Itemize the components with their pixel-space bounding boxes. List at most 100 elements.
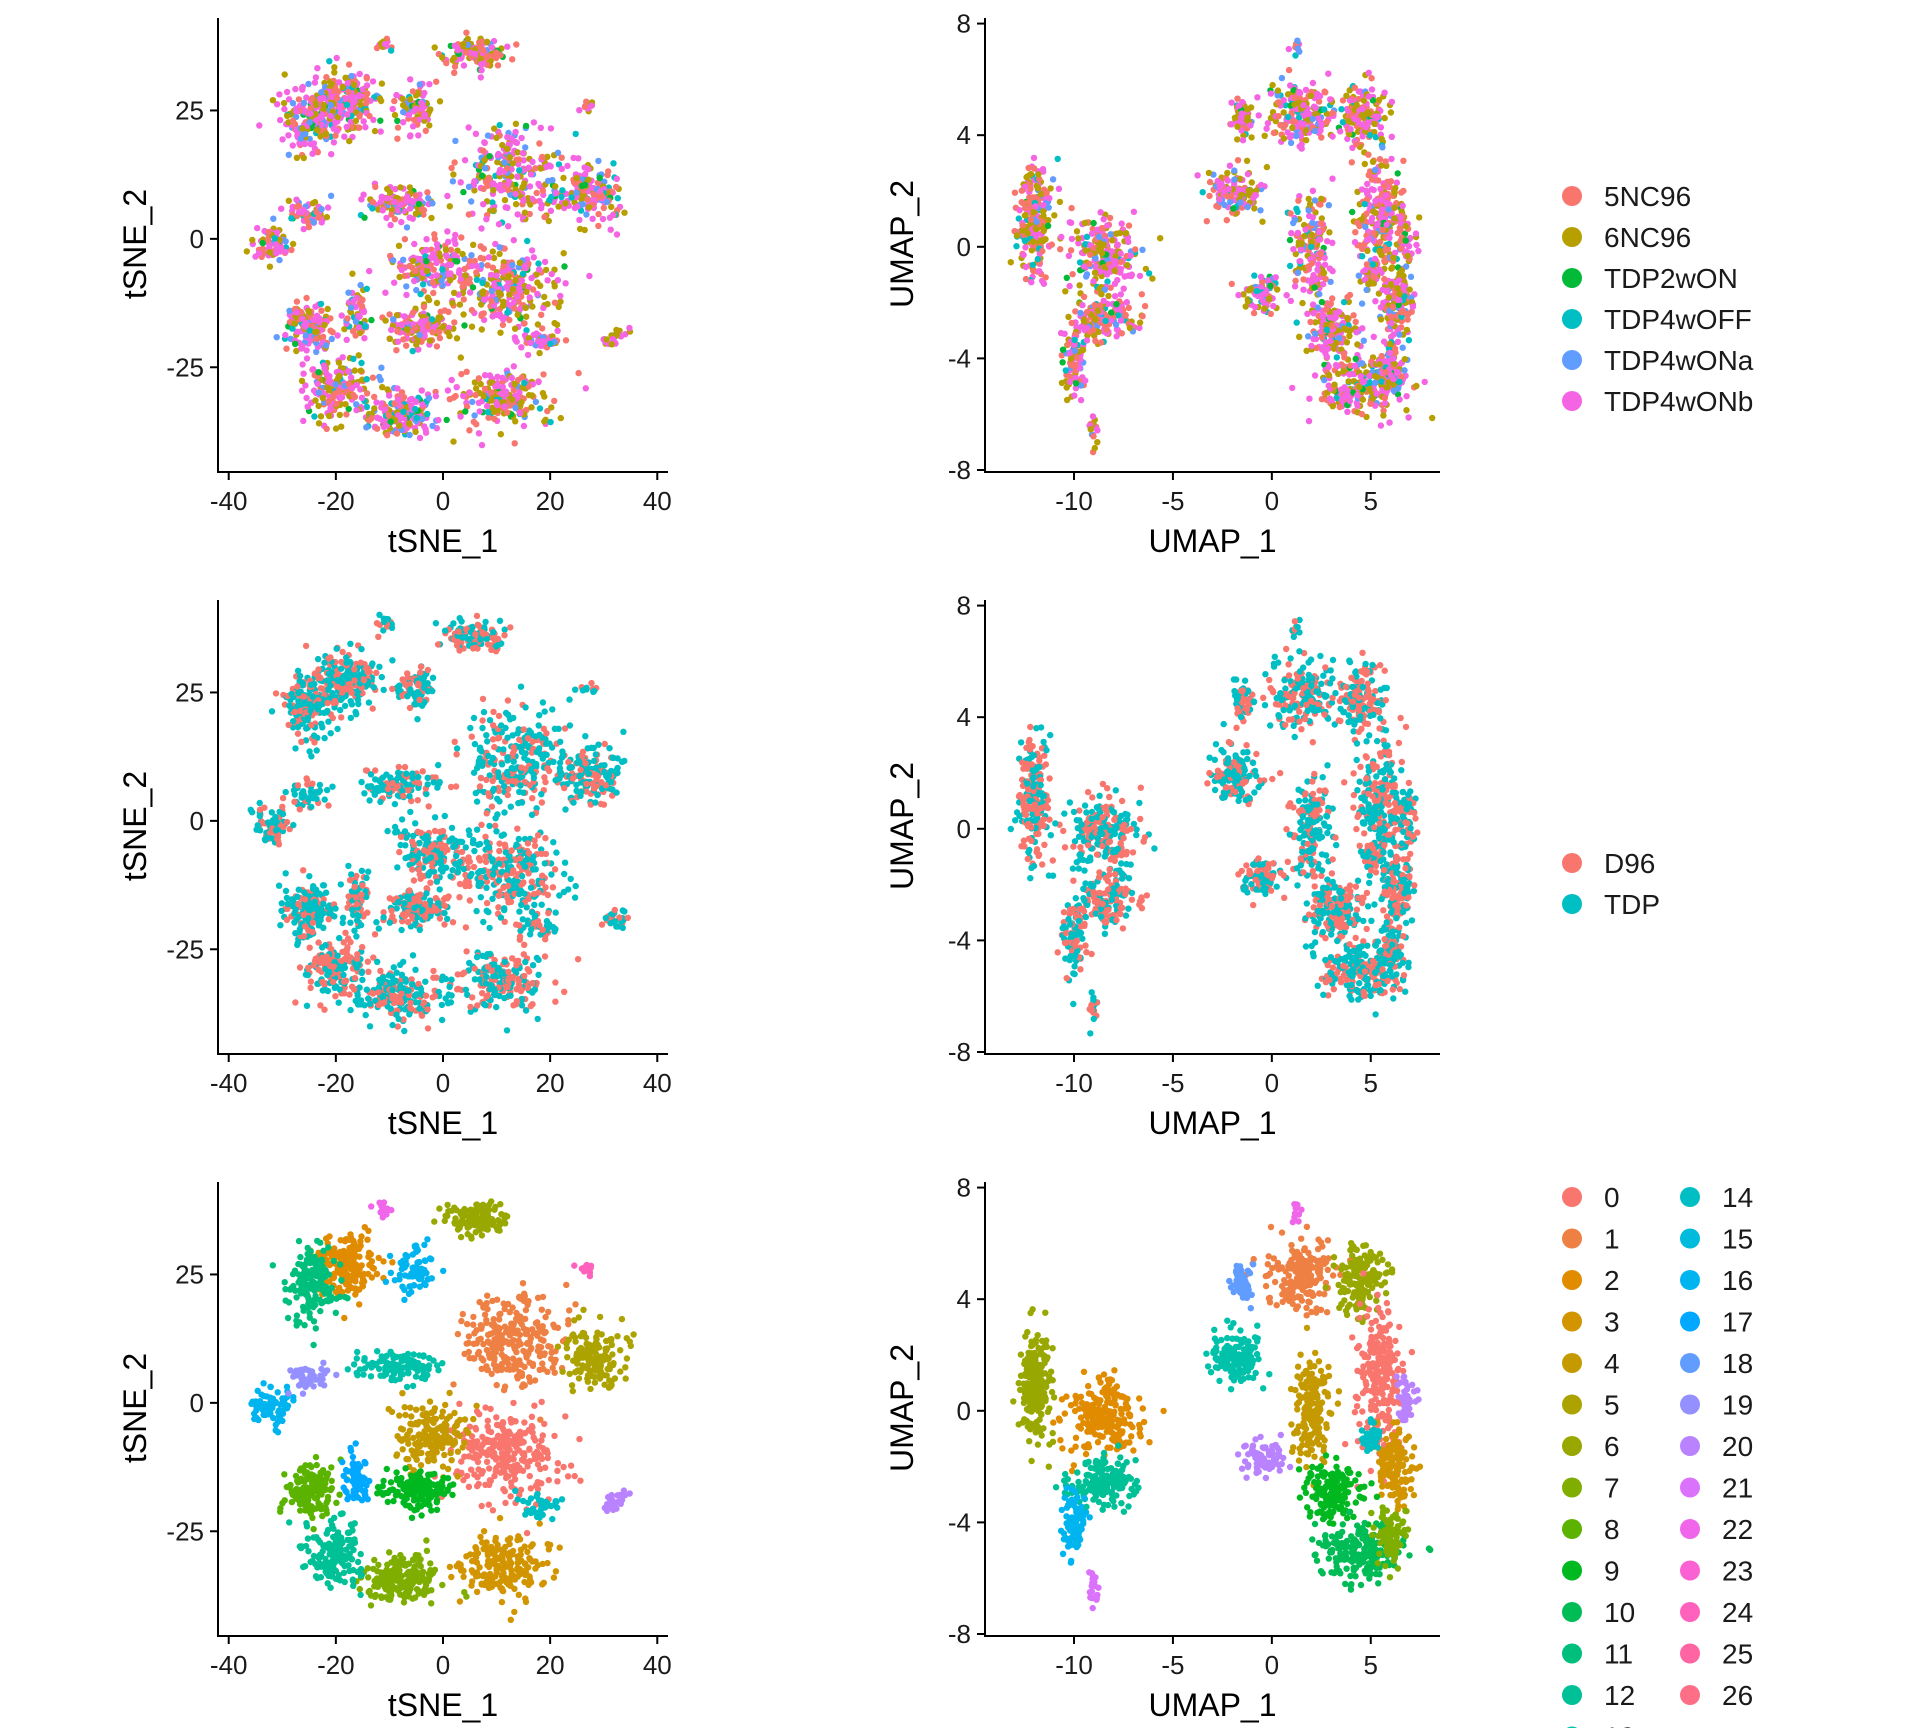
data-point	[1286, 236, 1294, 244]
data-point	[1264, 120, 1272, 127]
data-point	[1385, 294, 1393, 301]
data-point	[1375, 177, 1382, 184]
data-point	[1025, 164, 1032, 172]
data-point	[558, 193, 565, 201]
data-point	[349, 270, 356, 277]
data-point	[1345, 392, 1352, 399]
data-point	[1293, 319, 1300, 326]
data-point	[444, 387, 452, 394]
data-point	[1403, 393, 1410, 400]
data-point	[1323, 118, 1330, 126]
data-point	[1347, 126, 1354, 133]
data-point	[412, 405, 419, 413]
data-point	[460, 40, 467, 48]
data-point	[414, 337, 421, 344]
data-point	[1063, 274, 1071, 281]
data-point	[1343, 339, 1351, 346]
data-point	[460, 188, 467, 196]
data-point	[1406, 286, 1413, 293]
data-point	[1034, 185, 1042, 192]
data-point	[520, 422, 528, 430]
data-point	[1350, 115, 1358, 122]
data-point	[292, 85, 299, 93]
data-point	[1234, 136, 1241, 143]
data-point	[527, 339, 534, 347]
data-point	[1354, 391, 1361, 399]
data-point	[1359, 378, 1366, 386]
data-point	[1062, 288, 1069, 295]
data-point	[1388, 98, 1396, 106]
data-point	[1415, 247, 1422, 255]
data-point	[512, 128, 519, 136]
data-point	[1394, 368, 1401, 376]
data-point	[407, 132, 414, 139]
data-point	[579, 201, 586, 208]
data-point	[1065, 313, 1072, 321]
data-point	[541, 293, 548, 301]
data-point	[1343, 92, 1350, 100]
data-point	[293, 196, 300, 203]
data-point	[465, 211, 472, 218]
data-point	[1234, 157, 1242, 164]
data-point	[1359, 325, 1366, 332]
data-point	[291, 320, 298, 327]
data-point	[495, 221, 503, 228]
data-point	[1291, 101, 1298, 108]
data-point	[1309, 187, 1317, 194]
data-point	[1345, 378, 1352, 385]
scatter-points	[1007, 37, 1436, 456]
data-point	[1071, 392, 1078, 399]
data-point	[343, 411, 350, 418]
data-point	[488, 389, 495, 396]
data-point	[504, 309, 511, 316]
data-point	[1231, 176, 1238, 183]
data-point	[1138, 291, 1146, 298]
data-point	[460, 311, 467, 318]
data-point	[1378, 135, 1385, 143]
data-point	[403, 224, 411, 231]
data-point	[1092, 255, 1099, 262]
data-point	[348, 72, 355, 80]
data-point	[403, 291, 410, 299]
data-point	[377, 117, 384, 124]
data-point	[484, 262, 491, 269]
data-point	[1393, 279, 1400, 287]
data-point	[1388, 320, 1395, 327]
data-point	[419, 401, 426, 408]
data-point	[1258, 181, 1265, 189]
data-point	[322, 130, 330, 137]
data-point	[1072, 380, 1080, 387]
data-point	[499, 321, 507, 329]
data-point	[393, 347, 400, 354]
data-point	[1269, 81, 1276, 89]
data-point	[1390, 375, 1397, 383]
data-point	[338, 312, 345, 319]
data-point	[451, 69, 458, 77]
data-point	[278, 205, 285, 212]
data-point	[478, 326, 485, 333]
data-point	[1048, 241, 1056, 248]
data-point	[299, 125, 306, 132]
data-point	[1416, 214, 1423, 221]
data-point	[378, 364, 385, 371]
data-point	[466, 289, 474, 296]
data-point	[534, 290, 541, 298]
data-point	[432, 392, 440, 400]
data-point	[1311, 372, 1319, 379]
data-point	[396, 422, 403, 429]
data-point	[353, 381, 360, 389]
data-point	[1337, 128, 1344, 135]
data-point	[343, 123, 350, 131]
data-point	[383, 432, 391, 439]
data-point	[373, 399, 380, 406]
data-point	[277, 116, 284, 124]
data-point	[409, 123, 417, 130]
data-point	[1330, 345, 1338, 352]
data-point	[585, 204, 593, 211]
data-point	[1221, 201, 1228, 209]
data-point	[536, 140, 543, 147]
data-point	[468, 198, 475, 205]
data-point	[1049, 176, 1057, 183]
data-point	[466, 257, 473, 264]
